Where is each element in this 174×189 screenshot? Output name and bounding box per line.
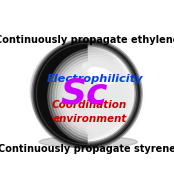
Text: Continuously propagate styrene: Continuously propagate styrene — [0, 144, 174, 154]
Text: Sc: Sc — [61, 76, 108, 110]
Wedge shape — [87, 107, 100, 133]
Circle shape — [52, 53, 140, 140]
Wedge shape — [35, 42, 87, 146]
Circle shape — [50, 50, 143, 143]
Circle shape — [35, 42, 139, 146]
Circle shape — [60, 60, 132, 133]
Ellipse shape — [59, 71, 79, 86]
Circle shape — [35, 47, 124, 136]
Circle shape — [58, 58, 135, 135]
Wedge shape — [74, 55, 87, 81]
Circle shape — [55, 55, 138, 138]
Circle shape — [82, 63, 92, 73]
Circle shape — [65, 65, 127, 127]
Circle shape — [30, 42, 128, 140]
Ellipse shape — [90, 67, 107, 77]
Text: Electrophilicity: Electrophilicity — [47, 74, 143, 84]
Ellipse shape — [39, 136, 137, 148]
Circle shape — [33, 45, 125, 137]
Circle shape — [48, 48, 145, 145]
Text: Continuously propagate ethylene: Continuously propagate ethylene — [0, 35, 174, 45]
Circle shape — [63, 63, 130, 130]
Text: Coordination
environment: Coordination environment — [52, 100, 127, 124]
Ellipse shape — [88, 67, 115, 84]
Circle shape — [82, 115, 92, 125]
Circle shape — [32, 44, 127, 139]
